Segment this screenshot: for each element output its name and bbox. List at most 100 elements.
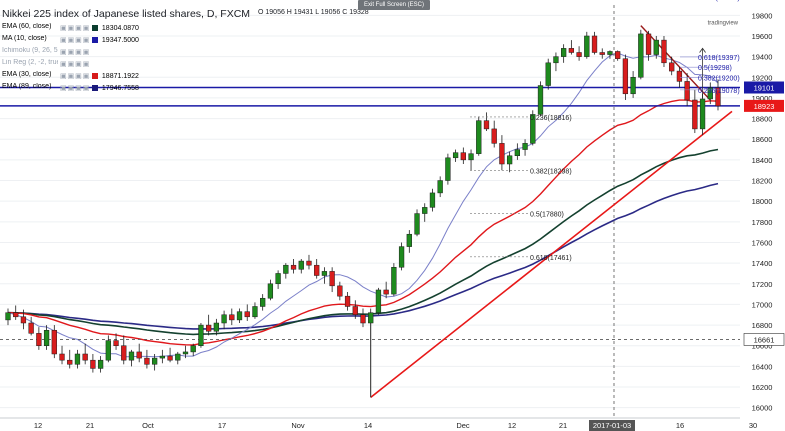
candle-body-down [499,143,505,165]
exit-fullscreen-button[interactable]: Exit Full Screen (ESC) [358,0,430,10]
candle-body-down [568,48,575,53]
arrow-up-icon [699,47,706,53]
candle-body-up [236,311,243,321]
y-tick-label: 18600 [752,135,773,144]
candle [74,349,81,369]
candle [290,258,297,274]
candle-body-up [97,359,104,369]
legend-ma10[interactable]: MA (10, close) ▣▣▣▣ 19347.5000 [2,35,139,44]
candle [267,279,274,301]
candle-body-up [468,153,474,161]
candle [105,335,111,363]
candle-body-down [337,285,343,297]
candle-body-up [630,77,636,95]
y-tick-label: 17600 [752,238,773,247]
fib-label: 0.382(19200) [698,75,740,82]
candle-body-up [5,312,11,321]
price-tags: 19101 18923 16661 tradingview [708,21,785,346]
candle [406,230,412,253]
candle [90,353,96,373]
candle [506,151,513,173]
candle [283,263,289,279]
y-tick-label: 18200 [752,177,773,186]
legend-controls-icon[interactable]: ▣▣▣▣ [59,73,91,80]
candle [97,356,104,373]
legend-ema30[interactable]: EMA (30, close) ▣▣▣▣ 18871.1922 [2,71,139,80]
date-highlight [589,420,635,431]
candle-body-up [452,152,459,159]
y-tick-label: 17400 [752,259,773,268]
legend-controls-icon[interactable]: ▣▣▣▣ [59,25,91,32]
candle-body-up [175,353,181,361]
candle [67,349,73,369]
candle [151,353,158,371]
legend-ichimoku[interactable]: Ichimoku (9, 26, 52, 26) ▣▣▣▣ [2,47,91,56]
candle-body-down [144,357,150,365]
candle-body-down [306,260,312,266]
candle-body-up [221,314,227,324]
candle [391,263,397,297]
candle [452,149,459,162]
candle [514,143,520,160]
x-tick-label: 14 [364,421,372,430]
candle-body-down [360,314,366,324]
candle-body-up [445,157,451,181]
fib-label: 0.618(17461) [530,255,572,262]
candles [5,29,721,398]
candle [398,242,405,271]
candle-body-up [159,355,165,359]
candle-body-down [692,99,698,130]
candle-body-down [20,316,27,324]
candle-body-down [67,359,73,365]
candle-body-down [13,312,19,318]
candle [576,46,582,61]
fib-levels: 0.236(18816) 0.382(18298) 0.5(17880) 0.618(… [470,0,740,262]
candle-body-down [715,87,721,107]
candle-body-down [90,359,96,369]
legend-ema60[interactable]: EMA (60, close) ▣▣▣▣ 18304.0870 [2,23,139,32]
candle [59,345,65,365]
legend-ema89[interactable]: EMA (89, close) ▣▣▣▣ 17946.7558 [2,83,139,92]
x-tick-label: 12 [34,421,42,430]
candle-body-up [252,306,258,318]
trendlines [0,5,740,418]
candle [537,81,544,117]
candle [622,54,629,100]
x-tick-label: 17 [218,421,226,430]
fib-label: 0.382(18298) [530,168,572,175]
candle [20,309,27,330]
time-axis: 12 21 Oct 17 Nov 14 Dec 12 21 2017-01-03 16 30 [0,417,757,431]
x-tick-label: Nov [291,421,305,430]
candle-body-up [43,329,50,346]
candle [692,89,698,134]
axis-bg [740,0,785,418]
candle [337,281,343,301]
legend-controls-icon[interactable]: ▣▣▣▣ [59,37,91,44]
candle [661,35,667,67]
candle [483,112,490,131]
candle [252,302,258,319]
ema89-line [7,182,719,330]
candle [645,30,652,61]
candle [260,294,266,311]
candle-body-down [329,271,335,287]
legend-linreg[interactable]: Lin Reg (2, -2, true, true, 200, close) … [2,59,91,68]
candle [607,50,613,59]
candle [561,44,567,63]
chart-grid [0,14,740,409]
candle [36,327,42,350]
candle-body-up [275,273,281,285]
legend-controls-icon[interactable]: ▣▣▣▣ [59,85,91,92]
candle [553,52,559,72]
candle [198,323,204,348]
fib-label: 0.236(18816) [530,115,572,122]
candle-body-up [437,180,443,194]
candle [352,300,358,319]
y-tick-label: 16400 [752,362,773,371]
legend-controls-icon[interactable]: ▣▣▣▣ [59,61,91,68]
legend-controls-icon[interactable]: ▣▣▣▣ [59,49,91,56]
candle-body-down [344,295,351,307]
candle-body-up [406,233,412,247]
candle [715,79,721,111]
